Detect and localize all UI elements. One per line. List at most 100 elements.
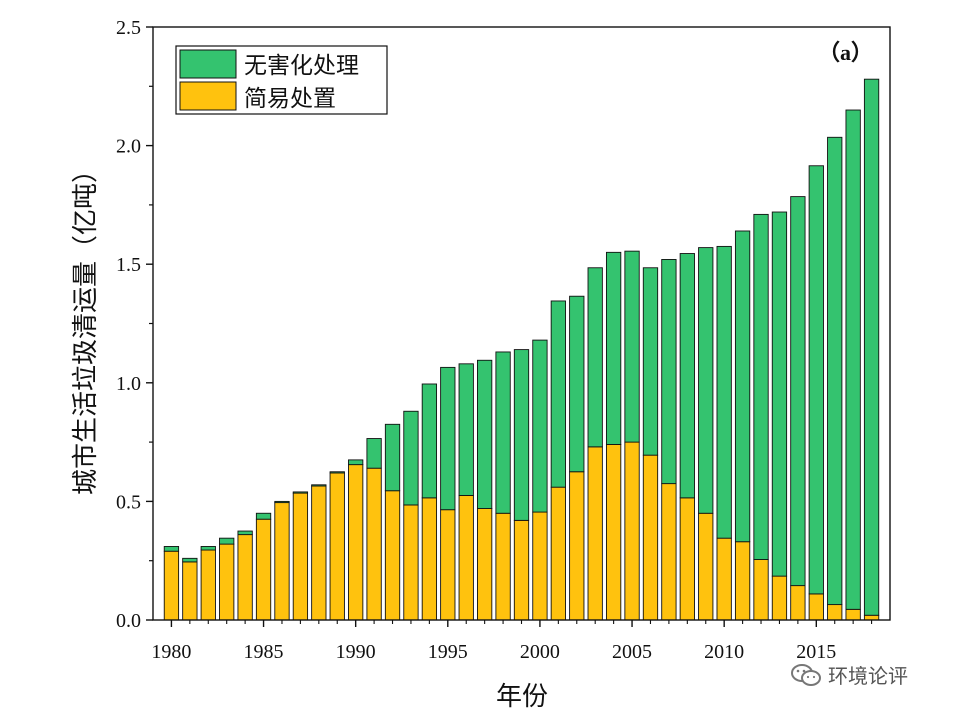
wechat-icon bbox=[791, 663, 821, 686]
bar-treated-1997 bbox=[477, 359, 493, 509]
bar-simple-2002 bbox=[569, 471, 585, 621]
bar-simple-1987 bbox=[292, 492, 309, 621]
bar-simple-1988 bbox=[311, 485, 327, 621]
y-tick-label: 0.5 bbox=[116, 491, 141, 513]
bar-treated-1986 bbox=[274, 500, 290, 504]
y-tick-label: 2.0 bbox=[116, 136, 141, 158]
bar-simple-1996 bbox=[458, 495, 474, 621]
bar-simple-1991 bbox=[366, 467, 382, 621]
bar-simple-2000 bbox=[532, 511, 548, 621]
bar-treated-2014 bbox=[790, 196, 806, 587]
bar-simple-2003 bbox=[587, 446, 603, 621]
bar-simple-2018 bbox=[863, 614, 880, 621]
bar-simple-1981 bbox=[182, 561, 198, 621]
y-tick-label: 2.5 bbox=[116, 17, 141, 39]
bar-simple-1982 bbox=[200, 549, 216, 621]
bar-treated-1991 bbox=[366, 438, 382, 469]
bar-treated-2010 bbox=[716, 245, 732, 539]
x-axis-title: 年份 bbox=[496, 682, 548, 712]
bar-simple-2008 bbox=[679, 497, 695, 621]
bar-treated-1982 bbox=[200, 546, 216, 551]
y-tick-label: 1.0 bbox=[116, 373, 141, 395]
bar-simple-2004 bbox=[605, 444, 622, 621]
x-tick-label: 1995 bbox=[428, 641, 468, 663]
x-tick-label: 1990 bbox=[336, 641, 376, 663]
bar-treated-2013 bbox=[771, 211, 788, 577]
bar-simple-1980 bbox=[163, 550, 180, 621]
y-tick-label: 0.0 bbox=[116, 610, 141, 632]
bar-simple-2014 bbox=[790, 585, 806, 621]
bar-treated-2008 bbox=[679, 253, 695, 499]
bar-treated-2015 bbox=[808, 165, 824, 595]
bar-treated-2003 bbox=[587, 267, 603, 448]
bar-simple-1993 bbox=[403, 504, 419, 621]
bar-simple-2013 bbox=[771, 575, 788, 621]
x-tick-label: 1985 bbox=[244, 641, 284, 663]
bar-simple-1990 bbox=[348, 464, 364, 621]
legend-swatch-treated bbox=[179, 49, 237, 79]
bar-simple-1992 bbox=[384, 490, 401, 621]
bar-simple-1986 bbox=[274, 502, 290, 621]
bar-simple-2009 bbox=[698, 512, 714, 621]
bar-treated-1984 bbox=[237, 530, 253, 536]
bar-treated-2012 bbox=[753, 213, 769, 560]
bar-simple-1994 bbox=[421, 497, 438, 621]
bar-treated-2001 bbox=[550, 300, 566, 488]
watermark-text: 环境论评 bbox=[828, 664, 908, 688]
bar-treated-2009 bbox=[698, 247, 714, 514]
bar-simple-2011 bbox=[734, 541, 751, 621]
bar-treated-1988 bbox=[311, 484, 327, 487]
bar-simple-1989 bbox=[329, 472, 345, 621]
bar-simple-2001 bbox=[550, 486, 566, 621]
bar-treated-2005 bbox=[624, 250, 640, 443]
bar-treated-1999 bbox=[513, 349, 530, 521]
bar-simple-2017 bbox=[845, 608, 861, 621]
bar-treated-1994 bbox=[421, 383, 438, 499]
legend: 无害化处理 简易处置 bbox=[175, 45, 388, 115]
bar-treated-2018 bbox=[863, 78, 880, 616]
bar-treated-1985 bbox=[255, 512, 272, 520]
bar-treated-2002 bbox=[569, 295, 585, 473]
axes-group: 0.0 0.5 1.0 1.5 2.0 2.5 1980 1985 1990 1995 2000 20… bbox=[116, 17, 891, 663]
bar-treated-2004 bbox=[605, 251, 622, 445]
bar-treated-1980 bbox=[163, 546, 180, 552]
bars-group bbox=[163, 78, 880, 621]
bar-simple-2012 bbox=[753, 559, 769, 621]
bar-simple-1984 bbox=[237, 534, 253, 621]
x-tick-label: 2015 bbox=[796, 641, 836, 663]
bar-treated-1998 bbox=[495, 351, 511, 514]
x-tick-label: 2010 bbox=[704, 641, 744, 663]
bar-treated-2016 bbox=[827, 136, 843, 606]
y-tick-label: 1.5 bbox=[116, 254, 141, 276]
bar-simple-2016 bbox=[827, 604, 843, 621]
legend-label-treated: 无害化处理 bbox=[244, 53, 359, 79]
bar-treated-1987 bbox=[292, 491, 309, 494]
x-tick-label: 1980 bbox=[151, 641, 191, 663]
bar-simple-1983 bbox=[219, 543, 235, 621]
bar-simple-1997 bbox=[477, 508, 493, 621]
bar-simple-1999 bbox=[513, 519, 530, 621]
bar-simple-2015 bbox=[808, 593, 824, 621]
bar-simple-2010 bbox=[716, 537, 732, 621]
x-tick-label: 2000 bbox=[520, 641, 560, 663]
bar-simple-1998 bbox=[495, 512, 511, 621]
bar-treated-1995 bbox=[440, 366, 456, 511]
legend-label-simple: 简易处置 bbox=[244, 86, 336, 112]
bar-treated-1992 bbox=[384, 423, 401, 492]
bar-treated-2006 bbox=[642, 267, 659, 456]
watermark: 环境论评 bbox=[790, 660, 908, 689]
y-axis-title: 城市生活垃圾清运量（亿吨） bbox=[71, 157, 101, 495]
bar-treated-1981 bbox=[182, 557, 198, 563]
bar-treated-2017 bbox=[845, 109, 861, 610]
bar-simple-2006 bbox=[642, 454, 659, 621]
bar-simple-2007 bbox=[661, 483, 677, 621]
bar-treated-2011 bbox=[734, 230, 751, 543]
bar-treated-1989 bbox=[329, 471, 345, 474]
x-tick-label: 2005 bbox=[612, 641, 652, 663]
bar-treated-2000 bbox=[532, 339, 548, 513]
bar-simple-2005 bbox=[624, 441, 640, 621]
bar-treated-1990 bbox=[348, 459, 364, 466]
panel-label: （a） bbox=[818, 40, 873, 65]
bar-simple-1995 bbox=[440, 509, 456, 621]
